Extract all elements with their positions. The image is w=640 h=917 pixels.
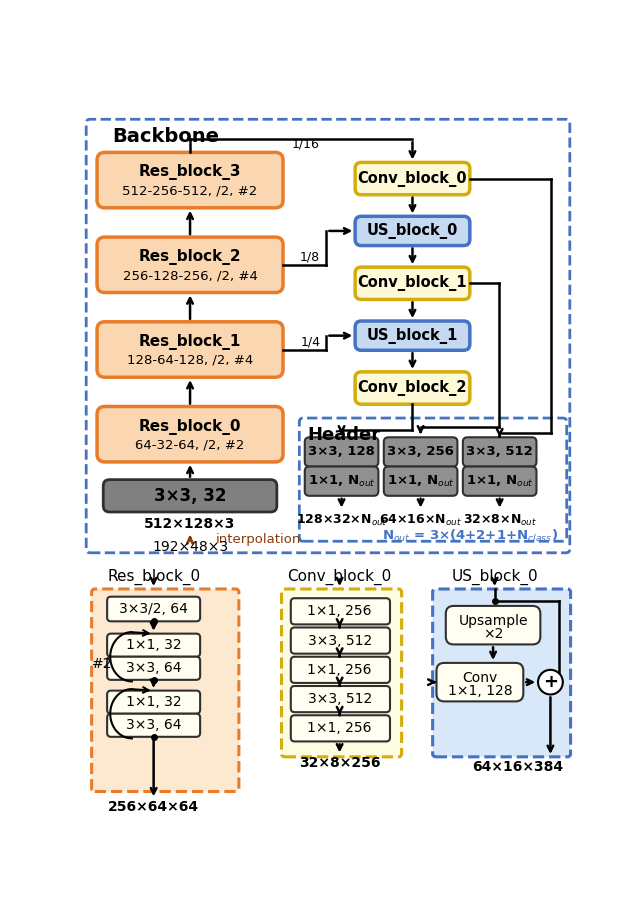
Text: 3×3/2, 64: 3×3/2, 64 — [119, 602, 188, 616]
Text: 192×48×3: 192×48×3 — [152, 540, 228, 555]
Text: Conv: Conv — [462, 671, 497, 685]
Text: Res_block_2: Res_block_2 — [139, 249, 241, 265]
Text: interpolation: interpolation — [216, 533, 301, 547]
FancyBboxPatch shape — [384, 437, 458, 467]
FancyBboxPatch shape — [282, 589, 402, 757]
Text: Backbone: Backbone — [113, 127, 220, 146]
FancyBboxPatch shape — [305, 437, 378, 467]
Text: Res_block_3: Res_block_3 — [139, 164, 241, 181]
Text: N$_{out}$ = 3×(4+2+1+N$_{class}$): N$_{out}$ = 3×(4+2+1+N$_{class}$) — [382, 528, 558, 544]
Text: 3×3, 512: 3×3, 512 — [307, 634, 372, 647]
Text: 3×3, 128: 3×3, 128 — [308, 446, 375, 458]
Text: 512×128×3: 512×128×3 — [145, 516, 236, 531]
FancyBboxPatch shape — [433, 589, 571, 757]
FancyBboxPatch shape — [384, 467, 458, 496]
FancyBboxPatch shape — [355, 267, 470, 300]
Text: 1×1, 32: 1×1, 32 — [126, 695, 181, 709]
Text: 1×1, N$_{out}$: 1×1, N$_{out}$ — [387, 473, 454, 489]
Text: 1×1, 256: 1×1, 256 — [307, 604, 372, 618]
Text: US_block_0: US_block_0 — [451, 569, 538, 585]
Text: 1×1, 128: 1×1, 128 — [447, 683, 512, 698]
FancyBboxPatch shape — [305, 467, 378, 496]
FancyBboxPatch shape — [463, 437, 536, 467]
Text: Conv_block_0: Conv_block_0 — [287, 569, 392, 585]
Text: Conv_block_0: Conv_block_0 — [358, 171, 467, 186]
Text: 1×1, N$_{out}$: 1×1, N$_{out}$ — [308, 473, 376, 489]
FancyBboxPatch shape — [97, 152, 283, 208]
FancyBboxPatch shape — [291, 657, 390, 683]
Text: 64×16×384: 64×16×384 — [472, 760, 563, 774]
FancyBboxPatch shape — [463, 467, 536, 496]
Text: 128-64-128, /2, #4: 128-64-128, /2, #4 — [127, 354, 253, 367]
FancyBboxPatch shape — [291, 715, 390, 742]
Text: ×2: ×2 — [483, 627, 503, 641]
Text: US_block_0: US_block_0 — [367, 223, 458, 239]
Text: 3×3, 512: 3×3, 512 — [307, 692, 372, 706]
Text: 1/8: 1/8 — [300, 250, 320, 263]
Text: Res_block_1: Res_block_1 — [139, 334, 241, 349]
Text: Header: Header — [307, 426, 380, 444]
Text: +: + — [543, 673, 558, 691]
Text: 512-256-512, /2, #2: 512-256-512, /2, #2 — [122, 184, 258, 197]
Text: 1/16: 1/16 — [291, 138, 319, 150]
FancyBboxPatch shape — [92, 589, 239, 791]
FancyBboxPatch shape — [107, 713, 200, 737]
Text: 1/4: 1/4 — [300, 336, 320, 348]
Text: 64×16×N$_{out}$: 64×16×N$_{out}$ — [379, 513, 462, 528]
Text: 3×3, 64: 3×3, 64 — [126, 661, 181, 675]
Text: 1×1, 256: 1×1, 256 — [307, 722, 372, 735]
FancyBboxPatch shape — [291, 686, 390, 713]
Text: US_block_1: US_block_1 — [367, 327, 458, 344]
Text: 3×3, 32: 3×3, 32 — [154, 487, 227, 505]
FancyBboxPatch shape — [446, 606, 540, 645]
FancyBboxPatch shape — [107, 597, 200, 622]
FancyBboxPatch shape — [107, 657, 200, 679]
Text: Res_block_0: Res_block_0 — [139, 418, 241, 435]
Circle shape — [538, 669, 563, 694]
FancyBboxPatch shape — [97, 322, 283, 377]
Text: 256×64×64: 256×64×64 — [108, 800, 199, 814]
Text: #2: #2 — [92, 657, 112, 671]
FancyBboxPatch shape — [107, 691, 200, 713]
Text: 1×1, 256: 1×1, 256 — [307, 663, 372, 677]
Text: Res_block_0: Res_block_0 — [107, 569, 200, 585]
FancyBboxPatch shape — [355, 162, 470, 194]
FancyBboxPatch shape — [355, 321, 470, 350]
FancyBboxPatch shape — [291, 627, 390, 654]
Text: 1×1, N$_{out}$: 1×1, N$_{out}$ — [466, 473, 534, 489]
FancyBboxPatch shape — [436, 663, 524, 702]
Text: 256-128-256, /2, #4: 256-128-256, /2, #4 — [123, 269, 257, 282]
Text: 32×8×256: 32×8×256 — [299, 756, 380, 770]
Text: 64-32-64, /2, #2: 64-32-64, /2, #2 — [136, 438, 244, 451]
Text: 32×8×N$_{out}$: 32×8×N$_{out}$ — [463, 513, 537, 528]
Text: 128×32×N$_{out}$: 128×32×N$_{out}$ — [296, 513, 387, 528]
FancyBboxPatch shape — [97, 238, 283, 293]
Text: Conv_block_1: Conv_block_1 — [358, 275, 467, 292]
Text: Conv_block_2: Conv_block_2 — [358, 380, 467, 396]
FancyBboxPatch shape — [355, 371, 470, 404]
Text: Upsample: Upsample — [458, 614, 528, 628]
FancyBboxPatch shape — [107, 634, 200, 657]
FancyBboxPatch shape — [291, 598, 390, 624]
Text: 1×1, 32: 1×1, 32 — [126, 638, 181, 652]
FancyBboxPatch shape — [103, 480, 277, 512]
FancyBboxPatch shape — [97, 406, 283, 462]
Text: 3×3, 256: 3×3, 256 — [387, 446, 454, 458]
FancyBboxPatch shape — [355, 216, 470, 246]
Text: 3×3, 512: 3×3, 512 — [467, 446, 533, 458]
Text: 3×3, 64: 3×3, 64 — [126, 718, 181, 733]
